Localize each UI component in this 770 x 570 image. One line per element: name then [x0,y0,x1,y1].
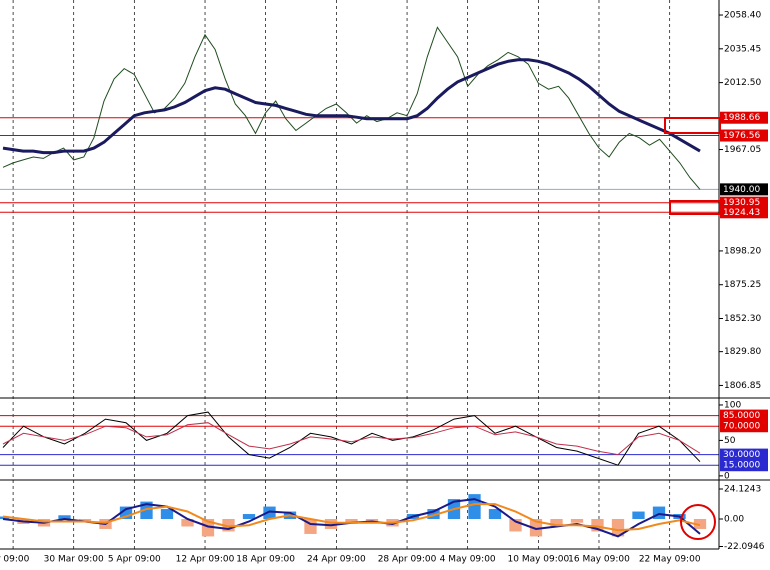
level-label: 30.0000 [723,450,760,460]
y-tick-label: 2035.45 [724,44,761,54]
series-line [2,422,701,456]
x-tick-label: 22 May 09:00 [639,555,701,565]
y-tick-label: 2058.40 [724,11,761,21]
y-tick-label: 1898.20 [724,246,761,256]
histogram-bar [160,509,174,520]
level-label: 1988.66 [723,113,760,123]
level-label-box [720,420,768,433]
level-label-box [720,459,768,472]
histogram-bar [570,519,584,523]
y-tick-label: 24.1243 [724,484,761,494]
histogram-bar [78,519,92,522]
x-tick-label: 18 Apr 09:00 [236,555,295,565]
x-tick-label: r 09:00 [0,555,30,565]
y-tick-label: 0.00 [724,515,744,525]
histogram-bar [345,519,358,524]
level-label-box [720,111,768,124]
level-label-box [720,129,768,142]
histogram-bar [181,519,194,527]
level-label-box [720,448,768,461]
annotation-box [669,200,721,215]
x-tick-label: 10 May 09:00 [508,555,570,565]
y-tick-label: 1875.25 [724,280,761,290]
histogram-bar [324,519,338,529]
y-tick-label: -22.0946 [724,542,765,552]
level-label: 1930.95 [723,198,760,208]
level-label: 1976.56 [723,131,760,141]
histogram-bar [550,519,563,527]
x-tick-label: 5 Apr 09:00 [108,555,161,565]
x-tick-label: 12 Apr 09:00 [176,555,235,565]
y-tick-label: 1806.85 [724,381,761,391]
y-tick-label: 0 [724,471,730,481]
histogram-bar [140,501,153,520]
series-line [2,503,701,532]
y-tick-label: 2012.50 [724,78,761,88]
histogram-bar [365,519,379,522]
level-label-box [720,409,768,422]
histogram-bar [693,519,707,529]
histogram-bar [611,519,625,537]
x-tick-label: 28 Apr 09:00 [378,555,437,565]
level-label: 70.0000 [723,422,760,432]
annotation-box [664,117,721,134]
level-label-box [720,196,768,209]
histogram-bar [263,506,276,520]
series-line [2,58,701,155]
histogram-bar [242,514,256,520]
level-label: 1940.00 [723,185,760,195]
level-label-box [720,183,768,196]
y-tick-label: 100 [724,400,741,410]
y-tick-label: 1967.05 [724,145,761,155]
histogram-bar [529,519,543,537]
level-label: 15.0000 [723,461,760,471]
level-label-box [720,206,768,219]
histogram-bar [488,509,502,520]
histogram-bar [427,509,440,520]
y-tick-label: 50 [724,436,736,446]
histogram-bar [632,511,645,520]
x-tick-label: 16 May 09:00 [568,555,630,565]
histogram-bar [0,516,10,520]
histogram-bar [201,519,215,537]
level-label: 85.0000 [723,411,760,421]
histogram-bar [58,515,71,520]
x-tick-label: 24 Apr 09:00 [307,555,366,565]
series-line [2,411,701,466]
histogram-bar [468,494,481,520]
y-tick-label: 1852.30 [724,314,761,324]
x-tick-label: 30 Mar 09:00 [44,555,104,565]
y-tick-label: 1829.80 [724,347,761,357]
level-label: 1924.43 [723,208,760,218]
annotation-circle [680,504,716,540]
x-tick-label: 4 May 09:00 [440,555,496,565]
